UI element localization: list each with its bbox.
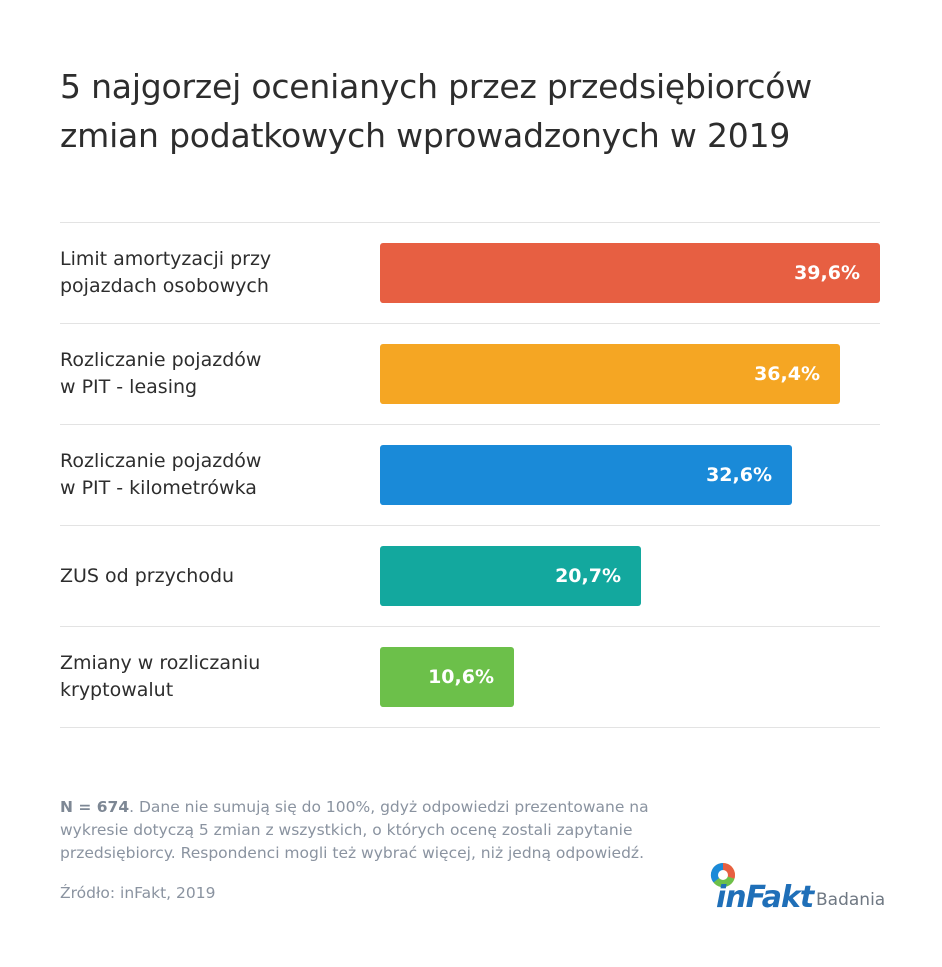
sample-size: N = 674 xyxy=(60,798,130,816)
bar-value-label: 39,6% xyxy=(794,262,860,284)
logo-wordmark: inFakt xyxy=(716,880,814,915)
bar: 36,4% xyxy=(380,344,840,404)
bar: 10,6% xyxy=(380,647,514,707)
footnote: N = 674. Dane nie sumują się do 100%, gd… xyxy=(60,796,680,865)
footnote-text: . Dane nie sumują się do 100%, gdyż odpo… xyxy=(60,798,649,862)
source-text: Źródło: inFakt, 2019 xyxy=(60,884,216,902)
category-label: Rozliczanie pojazdów w PIT - leasing xyxy=(60,349,262,398)
bar: 39,6% xyxy=(380,243,880,303)
category-label: Limit amortyzacji przy pojazdach osobowy… xyxy=(60,248,272,297)
chart-row: Limit amortyzacji przy pojazdach osobowy… xyxy=(60,222,880,323)
chart-row: ZUS od przychodu 20,7% xyxy=(60,525,880,626)
bar-value-label: 36,4% xyxy=(754,363,820,385)
category-label: Rozliczanie pojazdów w PIT - kilometrówk… xyxy=(60,450,262,499)
bar-value-label: 32,6% xyxy=(706,464,772,486)
infakt-logo-icon xyxy=(710,862,735,888)
category-label: ZUS od przychodu xyxy=(60,564,235,587)
infakt-logo: inFakt Badania xyxy=(710,862,890,915)
bar: 32,6% xyxy=(380,445,792,505)
chart-row: Rozliczanie pojazdów w PIT - leasing 36,4… xyxy=(60,323,880,424)
category-label: Zmiany w rozliczaniu kryptowalut xyxy=(60,652,261,701)
logo-subtitle: Badania xyxy=(816,890,886,910)
bar-value-label: 10,6% xyxy=(428,666,494,688)
chart-row: Rozliczanie pojazdów w PIT - kilometrówk… xyxy=(60,424,880,525)
bar-value-label: 20,7% xyxy=(555,565,621,587)
chart-row: Zmiany w rozliczaniu kryptowalut 10,6% xyxy=(60,626,880,728)
bar: 20,7% xyxy=(380,546,641,606)
bar-chart: Limit amortyzacji przy pojazdach osobowy… xyxy=(60,222,880,728)
chart-title: 5 najgorzej ocenianych przez przedsiębio… xyxy=(60,67,813,155)
